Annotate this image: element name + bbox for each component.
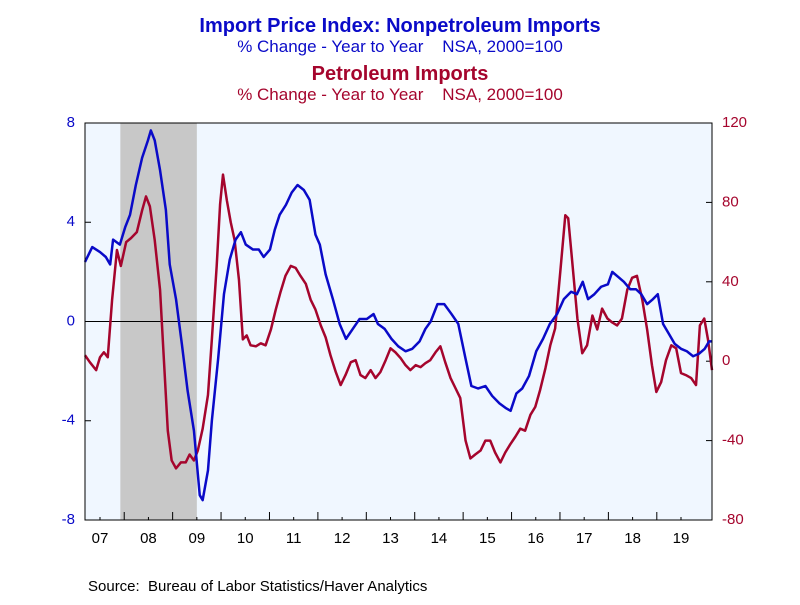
x-tick-label: 15 xyxy=(479,530,496,547)
x-tick-label: 18 xyxy=(624,530,641,547)
x-tick-label: 11 xyxy=(286,530,302,547)
x-tick-label: 09 xyxy=(188,530,205,547)
y2-tick-label: 40 xyxy=(722,273,739,290)
x-tick-label: 08 xyxy=(140,530,157,547)
plot-frame xyxy=(84,122,713,521)
chart-subtitle: % Change - Year to Year NSA, 2000=100 xyxy=(237,85,563,104)
x-tick-label: 17 xyxy=(576,530,593,547)
x-tick-label: 07 xyxy=(92,530,109,547)
y2-tick-label: -80 xyxy=(722,511,744,528)
y-tick-label: 8 xyxy=(67,114,75,131)
chart-title: Petroleum Imports xyxy=(312,63,489,85)
series-line xyxy=(83,129,712,502)
source-note: Source: Bureau of Labor Statistics/Haver… xyxy=(88,578,427,595)
y-tick-label: 0 xyxy=(67,312,75,329)
y-tick-label: 4 xyxy=(67,213,75,230)
chart-title: Import Price Index: Nonpetroleum Imports xyxy=(199,15,600,37)
y2-tick-label: 80 xyxy=(722,193,739,210)
y2-tick-label: -40 xyxy=(722,432,744,449)
x-tick-label: 16 xyxy=(527,530,544,547)
y-tick-label: -4 xyxy=(62,412,75,429)
x-tick-label: 13 xyxy=(382,530,399,547)
x-tick-label: 19 xyxy=(673,530,690,547)
y2-tick-label: 120 xyxy=(722,114,747,131)
x-tick-label: 10 xyxy=(237,530,254,547)
x-tick-label: 12 xyxy=(334,530,351,547)
y2-tick-label: 0 xyxy=(722,352,730,369)
chart-subtitle: % Change - Year to Year NSA, 2000=100 xyxy=(237,37,563,56)
y-tick-label: -8 xyxy=(62,511,75,528)
series-line xyxy=(83,173,714,470)
x-tick-label: 14 xyxy=(431,530,448,547)
